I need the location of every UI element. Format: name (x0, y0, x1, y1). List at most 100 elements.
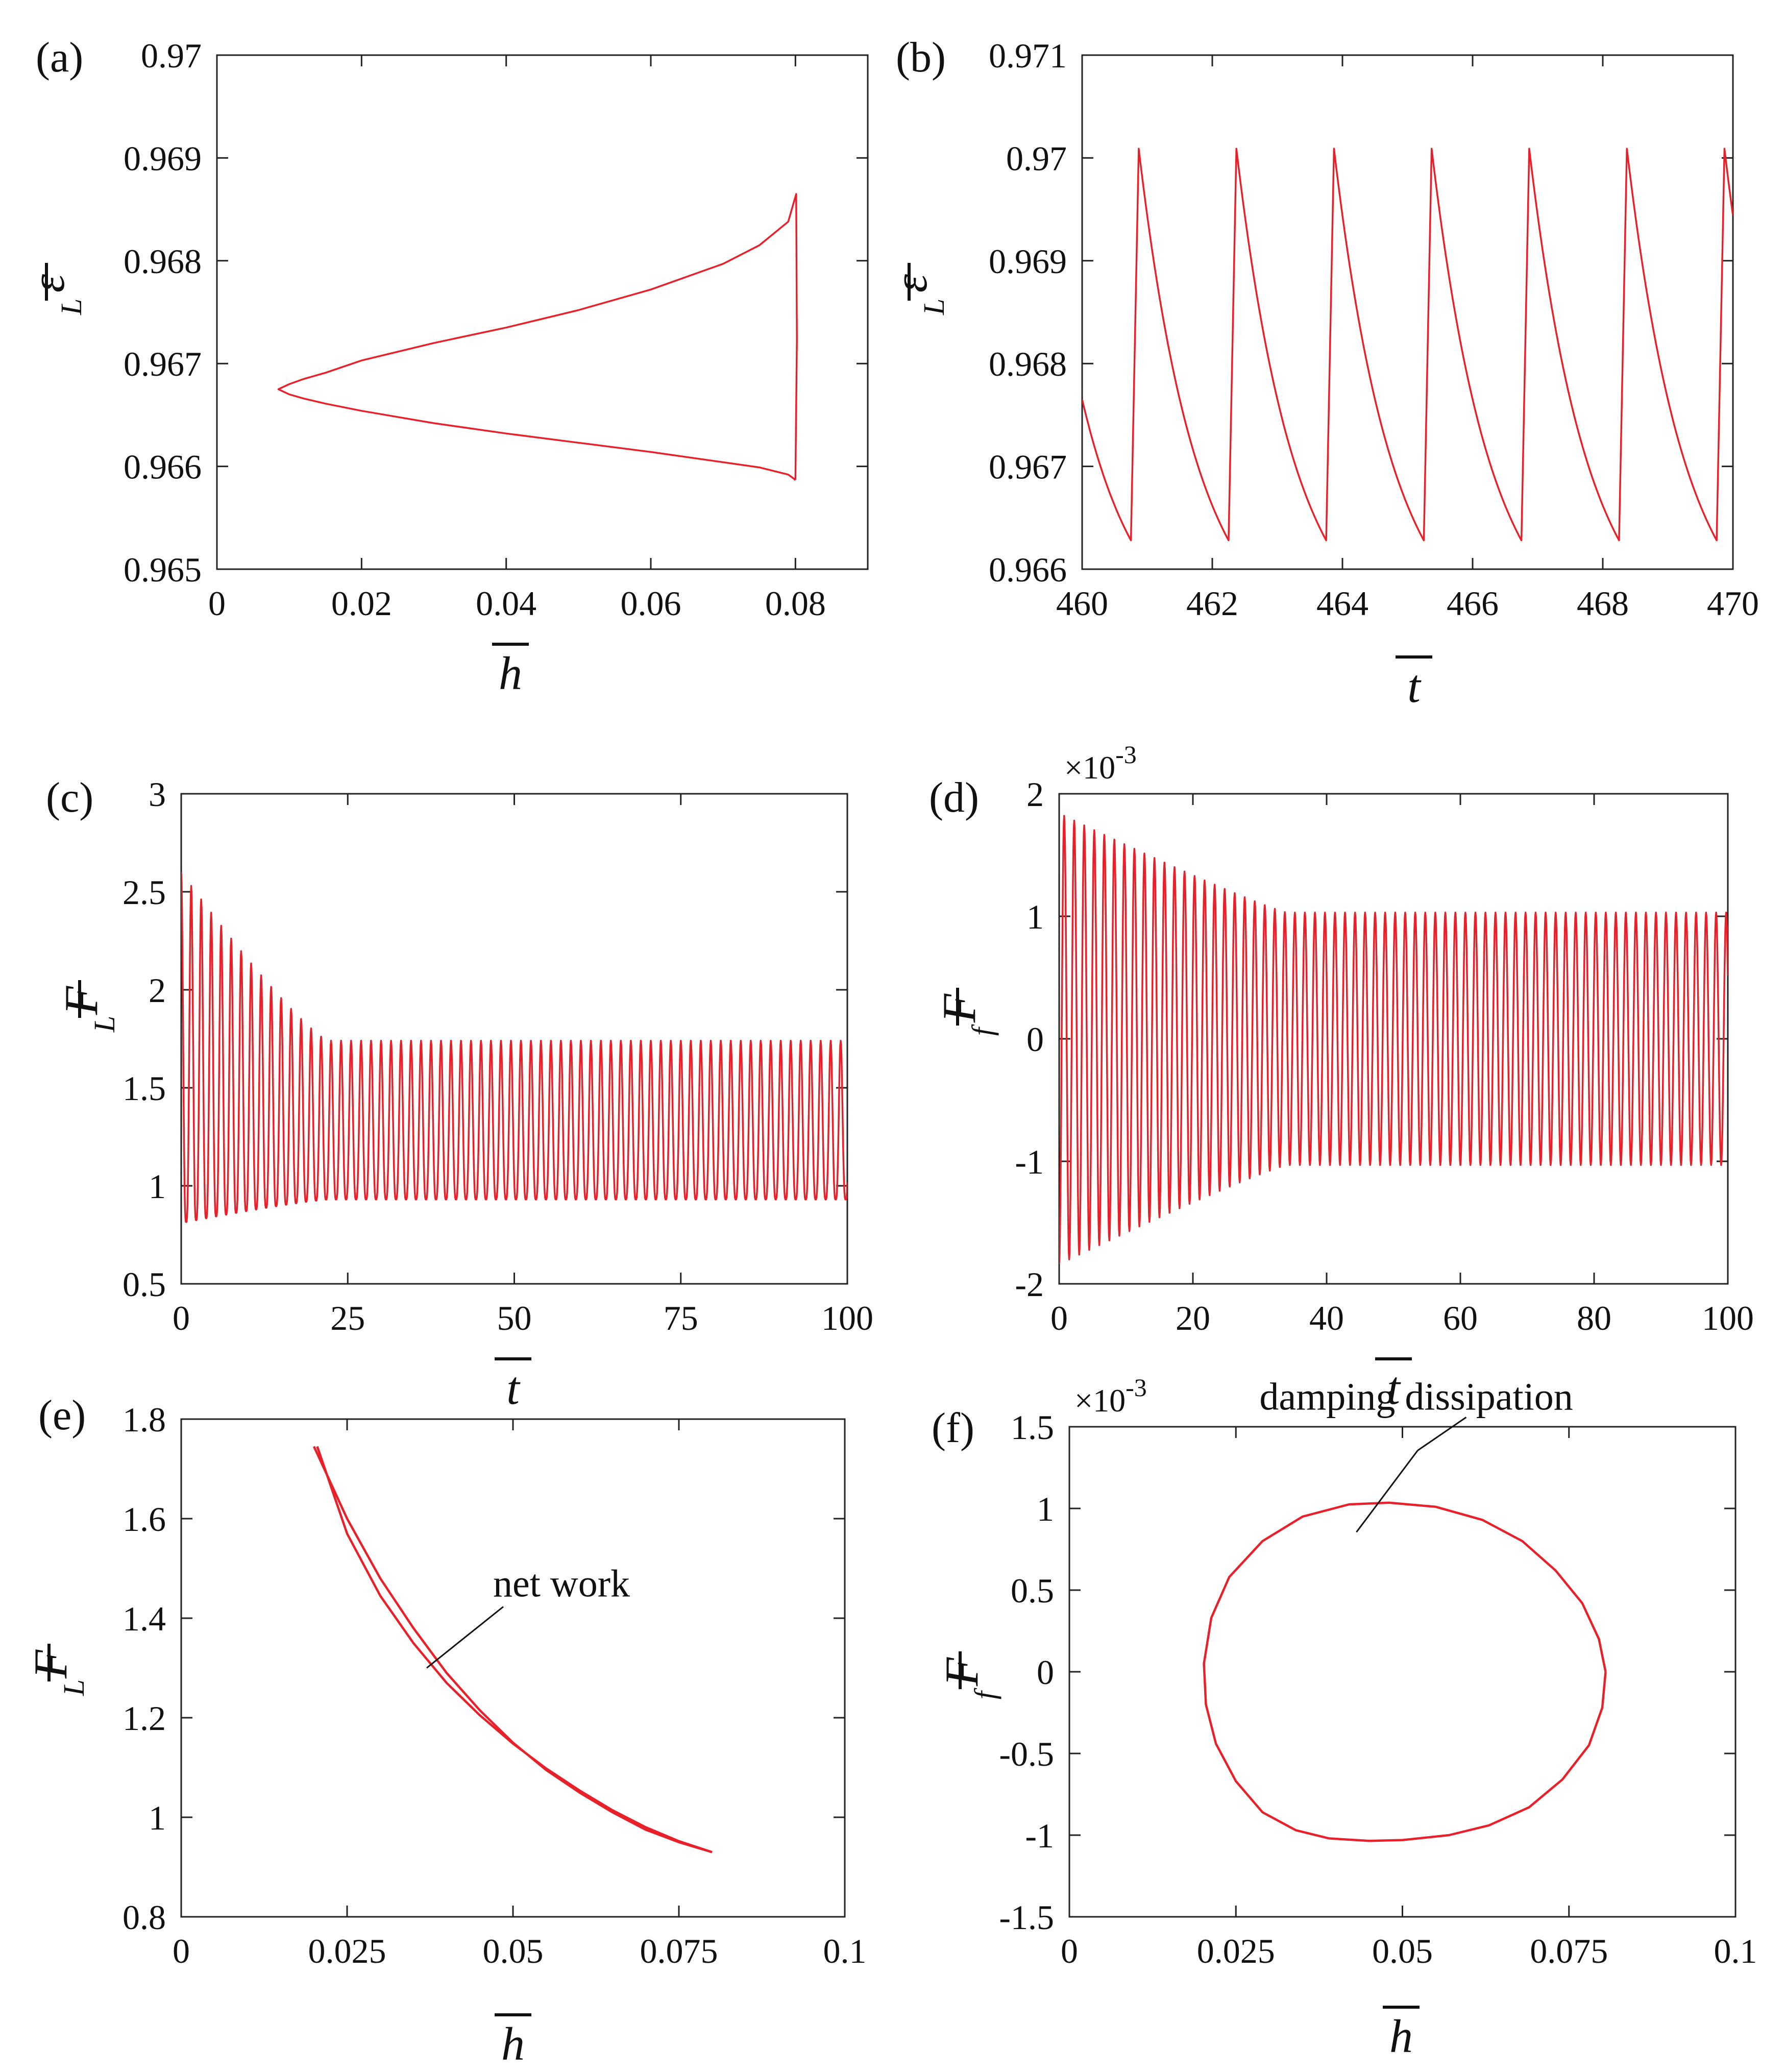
y-axis-subscript: L (88, 1016, 121, 1033)
plot-frame (1081, 54, 1734, 570)
panel-label: (c) (46, 774, 93, 821)
y-axis-subscript: L (917, 299, 950, 315)
x-tick-label: 0.1 (823, 1932, 867, 1970)
y-tick-label: 1 (149, 1167, 166, 1206)
panel-e: 0 0.025 0.05 0.075 0.1 0.8 1 1.2 1.4 1.6 1.8 (e) FL h… (25, 1392, 867, 2070)
y-tick-label: 0.8 (123, 1898, 166, 1937)
series-line-loop (1203, 1501, 1607, 1842)
y-axis-label-b: εL (885, 263, 950, 315)
y-axis-subscript: f (968, 1688, 1001, 1699)
x-tick-label: 470 (1707, 584, 1759, 623)
x-axis-label-e: h (495, 2013, 531, 2070)
series-line-lower (316, 1446, 713, 1854)
y-tick-label: 3 (149, 775, 166, 814)
y-tick-label: 1.5 (123, 1069, 166, 1108)
y-tick-label: -1 (1015, 1142, 1044, 1181)
y-axis-subscript: f (966, 1024, 999, 1036)
x-axis-label-a: h (492, 643, 529, 699)
x-axis-symbol: h (1389, 2010, 1413, 2062)
annotation-leader-2 (1417, 1417, 1467, 1451)
y-tick-label: 1 (1037, 1490, 1054, 1528)
x-tick-label: 0.06 (621, 584, 681, 623)
axis-multiplier: ×10-3 (1074, 1373, 1147, 1419)
annotation-net-work: net work (493, 1563, 630, 1605)
x-axis-symbol: t (1407, 660, 1422, 712)
x-tick-label: 464 (1316, 584, 1368, 623)
x-tick-label: 462 (1186, 584, 1238, 623)
x-tick-label: 40 (1309, 1299, 1344, 1337)
x-axis-symbol: t (1387, 1362, 1401, 1414)
panel-f: 0 0.025 0.05 0.075 0.1 -1.5 -1 -0.5 0 0.5 1 1.5 (f) ×… (932, 1373, 1757, 2062)
series-line-F_L (181, 872, 847, 1223)
y-tick-label: 1 (149, 1798, 166, 1837)
x-tick-label: 100 (821, 1299, 873, 1337)
plot-frame (180, 793, 848, 1285)
annotation-damping-dissipation: damping dissipation (1259, 1375, 1573, 1418)
x-axis-label-b: t (1396, 655, 1432, 712)
y-tick-label: 1.5 (1011, 1408, 1054, 1447)
y-tick-label: 2.5 (123, 873, 166, 912)
y-tick-label: 0.965 (124, 550, 202, 589)
x-axis-symbol: h (499, 647, 522, 699)
x-tick-label: 0.08 (765, 584, 826, 623)
series-line-F_f (1059, 815, 1728, 1264)
y-tick-label: 0.966 (989, 550, 1067, 589)
x-axis-label-c: t (495, 1357, 531, 1414)
y-tick-label: -1.5 (999, 1898, 1054, 1937)
x-tick-label: 100 (1702, 1299, 1754, 1337)
x-tick-label: 75 (664, 1299, 698, 1337)
y-axis-subscript: L (55, 299, 88, 315)
x-axis-label-f: h (1383, 2006, 1420, 2062)
y-tick-label: 0.968 (124, 242, 202, 281)
panel-b: 460 462 464 466 468 470 0.966 0.967 0.968 0.969 0.… (885, 34, 1759, 712)
panel-a: 0 0.02 0.04 0.06 0.08 0.965 0.966 0.967 0.968 0.9… (22, 34, 869, 699)
series-line-epsilon_L (1082, 148, 1733, 542)
y-tick-label: 0.971 (989, 36, 1067, 75)
y-tick-label: -2 (1015, 1265, 1044, 1304)
panel-label: (a) (36, 34, 83, 81)
y-tick-label: 1.4 (123, 1599, 166, 1638)
y-axis-label-f: Ff (936, 1651, 1001, 1699)
y-tick-label: 0.969 (989, 242, 1067, 281)
x-tick-label: 0.05 (1372, 1932, 1433, 1970)
x-tick-label: 460 (1056, 584, 1108, 623)
y-tick-label: 1.2 (123, 1699, 166, 1738)
y-tick-label: 0.97 (141, 36, 202, 75)
panel-d: 0 20 40 60 80 100 -2 -1 0 1 2 (d) ×10-3 Ff t (929, 740, 1754, 1414)
x-tick-label: 0 (208, 584, 226, 623)
plot-frame (216, 54, 869, 570)
plot-frame (1068, 1426, 1737, 1918)
x-tick-label: 25 (330, 1299, 365, 1337)
series-line-loop (277, 193, 798, 481)
y-axis-label-e: FL (25, 1644, 90, 1696)
x-axis-symbol: t (506, 1362, 521, 1414)
panel-c: 0 25 50 75 100 0.5 1 1.5 2 2.5 3 (c) FL t (46, 774, 873, 1414)
annotation-leader (426, 1606, 504, 1669)
x-tick-label: 0.05 (483, 1932, 544, 1970)
series-line-upper (312, 1446, 713, 1854)
y-tick-label: -1 (1025, 1816, 1054, 1855)
panel-label: (f) (932, 1404, 974, 1452)
panel-label: (b) (896, 34, 946, 81)
x-tick-label: 0 (1061, 1932, 1078, 1970)
annotation-leader (1356, 1450, 1419, 1533)
panel-label: (d) (929, 774, 979, 821)
y-tick-label: 0.968 (989, 345, 1067, 383)
x-tick-label: 0.04 (476, 584, 536, 623)
y-tick-label: 0.969 (124, 139, 202, 178)
y-tick-label: 2 (1026, 775, 1044, 814)
y-tick-label: 1.6 (123, 1500, 166, 1539)
x-tick-label: 468 (1577, 584, 1629, 623)
panel-label: (e) (38, 1392, 86, 1439)
y-tick-label: -0.5 (999, 1735, 1054, 1773)
x-tick-label: 0.1 (1714, 1932, 1757, 1970)
x-tick-label: 80 (1577, 1299, 1611, 1337)
x-tick-label: 60 (1443, 1299, 1478, 1337)
y-tick-label: 2 (149, 971, 166, 1010)
axis-multiplier: ×10-3 (1064, 740, 1137, 786)
y-tick-label: 0.97 (1006, 139, 1067, 178)
y-axis-label-a: εL (22, 263, 88, 315)
y-tick-label: 0 (1026, 1020, 1044, 1059)
x-tick-label: 0.02 (331, 584, 392, 623)
